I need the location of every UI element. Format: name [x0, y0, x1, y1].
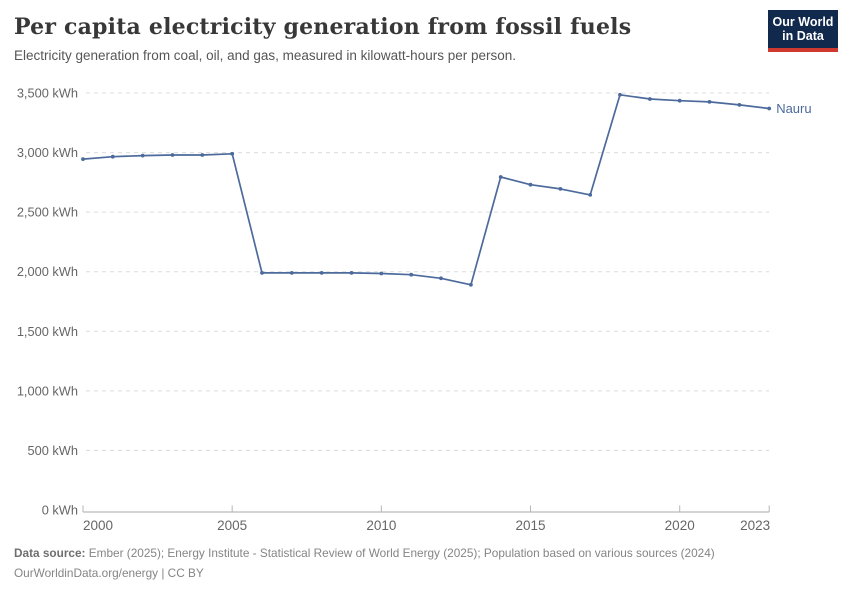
x-tick-label: 2005	[217, 518, 247, 533]
data-point-2018[interactable]	[618, 92, 622, 97]
owid-logo-line1: Our World	[772, 15, 834, 29]
series-label-nauru[interactable]: Nauru	[776, 101, 811, 116]
chart-subtitle: Electricity generation from coal, oil, a…	[14, 48, 516, 63]
owid-logo[interactable]: Our World in Data	[768, 10, 838, 52]
data-point-2010[interactable]	[379, 271, 384, 276]
y-tick-label: 3,500 kWh	[17, 86, 78, 101]
y-tick-label: 2,000 kWh	[17, 264, 78, 279]
x-tick-label: 2023	[740, 518, 770, 533]
data-point-2021[interactable]	[707, 100, 712, 104]
data-point-2013[interactable]	[469, 282, 473, 287]
x-tick-label: 2020	[665, 518, 695, 533]
data-point-2022[interactable]	[737, 103, 742, 107]
page-title: Per capita electricity generation from f…	[14, 14, 632, 40]
y-tick-label: 1,000 kWh	[17, 383, 78, 398]
y-tick-label: 500 kWh	[27, 443, 78, 458]
data-point-2003[interactable]	[170, 153, 175, 157]
data-point-2004[interactable]	[200, 153, 205, 157]
data-point-2009[interactable]	[349, 271, 354, 275]
data-point-2011[interactable]	[409, 272, 414, 277]
data-point-2008[interactable]	[319, 271, 324, 275]
data-point-2017[interactable]	[588, 193, 593, 197]
owid-logo-line2: in Data	[782, 29, 824, 43]
x-tick-label: 2010	[366, 518, 396, 533]
data-point-2000[interactable]	[81, 157, 85, 161]
y-tick-label: 0 kWh	[42, 503, 78, 518]
data-point-2012[interactable]	[439, 276, 443, 281]
data-point-2005[interactable]	[230, 151, 235, 156]
series-line-nauru[interactable]	[82, 93, 771, 286]
data-point-2007[interactable]	[289, 271, 294, 275]
y-tick-label: 3,000 kWh	[17, 145, 78, 160]
data-point-2006[interactable]	[260, 271, 264, 275]
x-tick-label: 2000	[83, 518, 113, 533]
y-tick-label: 1,500 kWh	[17, 324, 78, 339]
data-point-2020[interactable]	[677, 98, 682, 103]
data-point-2023[interactable]	[767, 106, 772, 111]
license-line: OurWorldinData.org/energy | CC BY	[14, 563, 836, 583]
data-point-2002[interactable]	[140, 153, 145, 158]
line-chart[interactable]: 0 kWh 500 kWh 1,000 kWh 1,500 kWh 2,000 kWh 2…	[0, 78, 850, 540]
y-tick-label: 2,500 kWh	[17, 205, 78, 220]
data-point-2019[interactable]	[648, 97, 652, 101]
chart-footer: Data source: Ember (2025); Energy Instit…	[14, 543, 836, 583]
data-point-2015[interactable]	[528, 182, 533, 187]
datasource-label: Data source:	[14, 546, 86, 560]
cc-by-link[interactable]: CC BY	[167, 566, 204, 580]
data-point-2014[interactable]	[498, 175, 503, 179]
license-separator: |	[158, 566, 168, 580]
x-tick-label: 2015	[515, 518, 545, 533]
data-point-2016[interactable]	[558, 187, 563, 191]
data-point-2001[interactable]	[110, 154, 115, 159]
datasource-text: Ember (2025); Energy Institute - Statist…	[85, 546, 715, 560]
datasource-line[interactable]: Data source: Ember (2025); Energy Instit…	[14, 543, 836, 563]
owid-energy-link[interactable]: OurWorldinData.org/energy	[14, 566, 159, 580]
